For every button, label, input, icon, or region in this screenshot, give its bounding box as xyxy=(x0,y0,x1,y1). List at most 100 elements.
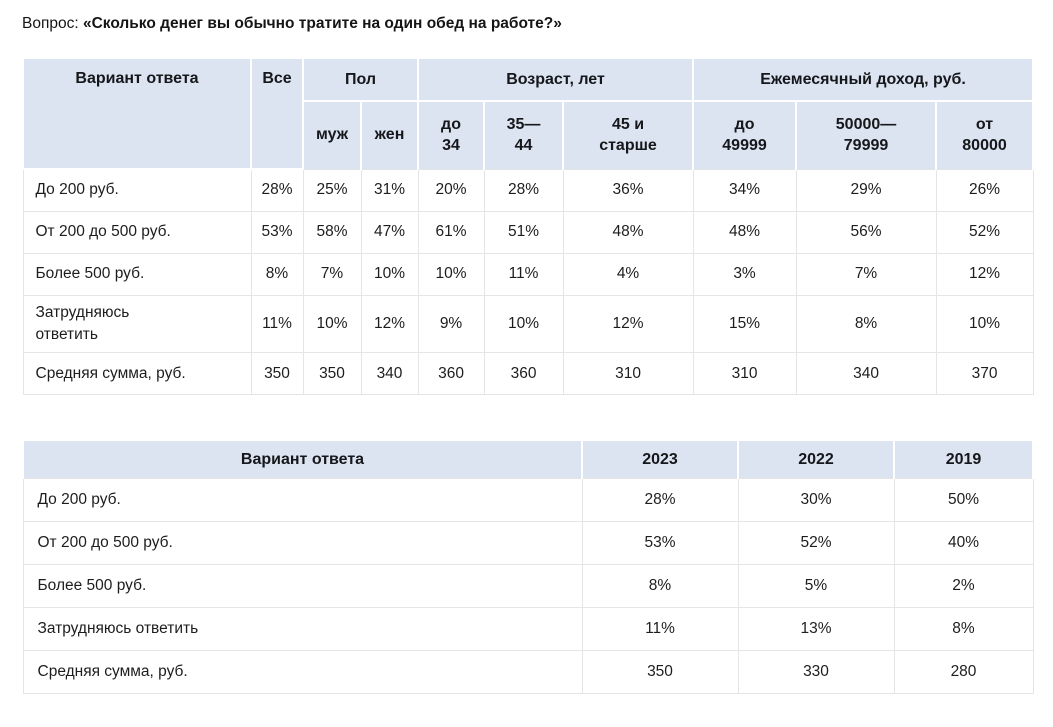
row-label: До 200 руб. xyxy=(22,477,583,522)
table-row: Затрудняюсь ответить 11% 10% 12% 9% 10% … xyxy=(22,294,1034,354)
cell-value: 8% xyxy=(250,252,304,296)
cell-value: 53% xyxy=(250,210,304,254)
column-group-income: Ежемесячный доход, руб. xyxy=(692,57,1035,102)
column-header-income-80000-plus: от 80000 xyxy=(935,100,1035,170)
cell-value: 13% xyxy=(737,606,895,651)
cell-value: 2% xyxy=(893,563,1034,608)
cell-value: 350 xyxy=(302,352,362,396)
cell-value: 12% xyxy=(562,294,694,354)
cell-value: 330 xyxy=(737,649,895,694)
column-header-2019: 2019 xyxy=(893,439,1034,479)
row-label: От 200 до 500 руб. xyxy=(22,520,583,565)
row-label: До 200 руб. xyxy=(22,168,252,212)
cell-value: 7% xyxy=(302,252,362,296)
cell-value: 310 xyxy=(562,352,694,396)
cell-value: 34% xyxy=(692,168,797,212)
column-header-income-50000-79999: 50000— 79999 xyxy=(795,100,938,170)
table-row: Более 500 руб. 8% 5% 2% xyxy=(22,563,1034,608)
cell-value: 50% xyxy=(893,477,1034,522)
row-label: Затрудняюсь ответить xyxy=(22,294,252,354)
cell-value: 52% xyxy=(935,210,1034,254)
cell-value: 8% xyxy=(893,606,1034,651)
table-row: До 200 руб. 28% 30% 50% xyxy=(22,477,1034,522)
cell-value: 48% xyxy=(562,210,694,254)
cell-value: 52% xyxy=(737,520,895,565)
cell-value: 11% xyxy=(483,252,564,296)
cell-value: 9% xyxy=(417,294,485,354)
cell-value: 36% xyxy=(562,168,694,212)
column-group-age: Возраст, лет xyxy=(417,57,695,102)
cell-value: 360 xyxy=(417,352,485,396)
cell-value: 53% xyxy=(581,520,739,565)
title-prefix: Вопрос: xyxy=(22,15,83,32)
cell-value: 7% xyxy=(795,252,937,296)
cell-value: 26% xyxy=(935,168,1034,212)
cell-value: 25% xyxy=(302,168,362,212)
demographics-table: Вариант ответа Все Пол Возраст, лет Ежем… xyxy=(22,57,1035,396)
row-label: Средняя сумма, руб. xyxy=(22,649,583,694)
page: Вопрос: «Сколько денег вы обычно тратите… xyxy=(22,14,1035,694)
cell-value: 10% xyxy=(935,294,1034,354)
cell-value: 47% xyxy=(360,210,419,254)
row-label: Средняя сумма, руб. xyxy=(22,352,252,396)
header-row: Вариант ответа 2023 2022 2019 xyxy=(22,439,1034,479)
table-row: Затрудняюсь ответить 11% 13% 8% xyxy=(22,606,1034,651)
yearly-comparison-table: Вариант ответа 2023 2022 2019 До 200 руб… xyxy=(22,439,1034,694)
column-header-female: жен xyxy=(359,100,420,170)
column-header-answer: Вариант ответа xyxy=(22,57,252,170)
row-label: Более 500 руб. xyxy=(22,252,252,296)
cell-value: 8% xyxy=(581,563,739,608)
cell-value: 310 xyxy=(692,352,797,396)
cell-value: 51% xyxy=(483,210,564,254)
cell-value: 350 xyxy=(250,352,304,396)
cell-value: 370 xyxy=(935,352,1034,396)
cell-value: 8% xyxy=(795,294,937,354)
column-header-answer: Вариант ответа xyxy=(22,439,583,479)
column-header-all: Все xyxy=(250,57,304,170)
page-title: Вопрос: «Сколько денег вы обычно тратите… xyxy=(22,14,1032,34)
header-row-groups: Вариант ответа Все Пол Возраст, лет Ежем… xyxy=(22,57,1035,170)
cell-value: 28% xyxy=(483,168,564,212)
cell-value: 3% xyxy=(692,252,797,296)
cell-value: 340 xyxy=(360,352,419,396)
cell-value: 31% xyxy=(360,168,419,212)
header-row-subgroups: муж жен до 34 35— 44 45 и старше до 4999… xyxy=(23,100,1035,170)
cell-value: 360 xyxy=(483,352,564,396)
cell-value: 5% xyxy=(737,563,895,608)
column-header-age-45-plus: 45 и старше xyxy=(562,100,695,170)
cell-value: 10% xyxy=(360,252,419,296)
column-header-age-35-44: 35— 44 xyxy=(483,100,565,170)
column-header-2023: 2023 xyxy=(581,439,739,479)
cell-value: 20% xyxy=(417,168,485,212)
column-group-gender: Пол xyxy=(301,57,420,102)
cell-value: 56% xyxy=(795,210,937,254)
cell-value: 340 xyxy=(795,352,937,396)
cell-value: 61% xyxy=(417,210,485,254)
cell-value: 28% xyxy=(581,477,739,522)
cell-value: 4% xyxy=(562,252,694,296)
table-row: От 200 до 500 руб. 53% 52% 40% xyxy=(22,520,1034,565)
cell-value: 12% xyxy=(360,294,419,354)
cell-value: 280 xyxy=(893,649,1034,694)
column-header-age-under-34: до 34 xyxy=(417,100,486,170)
row-label: Затрудняюсь ответить xyxy=(22,606,583,651)
cell-value: 29% xyxy=(795,168,937,212)
cell-value: 12% xyxy=(935,252,1034,296)
cell-value: 48% xyxy=(692,210,797,254)
cell-value: 350 xyxy=(581,649,739,694)
cell-value: 40% xyxy=(893,520,1034,565)
column-header-income-under-50000: до 49999 xyxy=(692,100,798,170)
cell-value: 28% xyxy=(250,168,304,212)
table-row: Более 500 руб. 8% 7% 10% 10% 11% 4% 3% 7… xyxy=(22,252,1034,296)
table-row: До 200 руб. 28% 25% 31% 20% 28% 36% 34% … xyxy=(22,168,1034,212)
cell-value: 15% xyxy=(692,294,797,354)
table-row: От 200 до 500 руб. 53% 58% 47% 61% 51% 4… xyxy=(22,210,1034,254)
cell-value: 10% xyxy=(483,294,564,354)
cell-value: 58% xyxy=(302,210,362,254)
row-label: Более 500 руб. xyxy=(22,563,583,608)
cell-value: 11% xyxy=(250,294,304,354)
row-label: От 200 до 500 руб. xyxy=(22,210,252,254)
table-row: Средняя сумма, руб. 350 330 280 xyxy=(22,649,1034,694)
column-header-male: муж xyxy=(302,100,362,170)
column-header-2022: 2022 xyxy=(737,439,895,479)
